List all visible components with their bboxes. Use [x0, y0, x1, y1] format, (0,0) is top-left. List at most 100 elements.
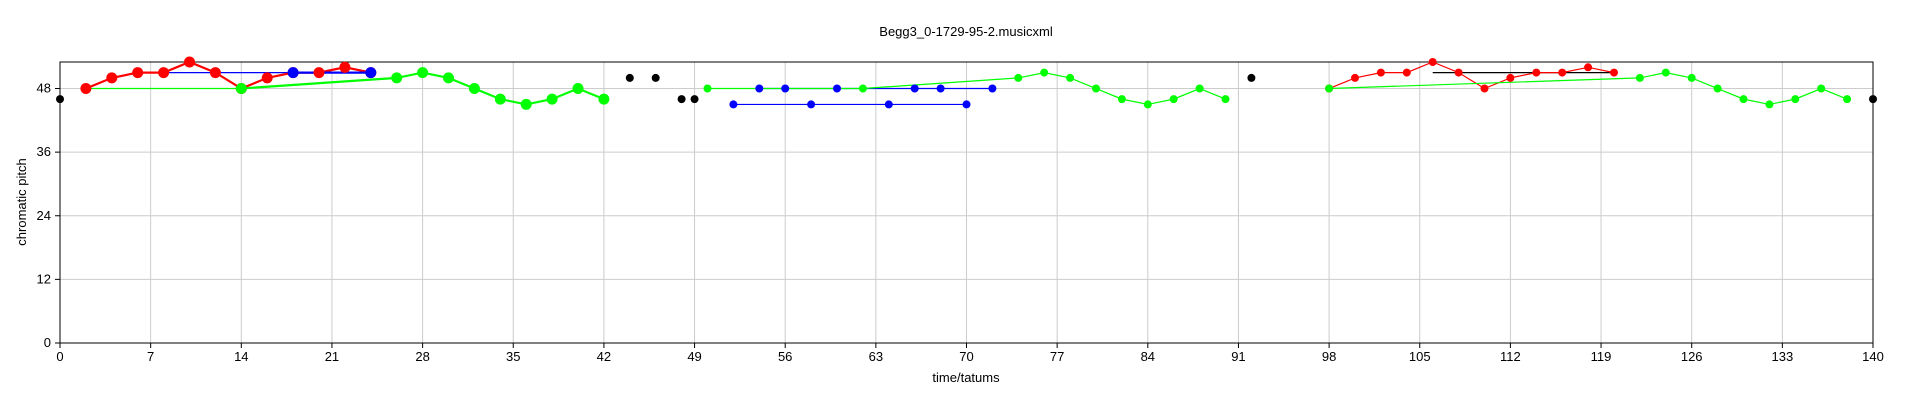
x-tick-label: 77 — [1050, 349, 1064, 364]
x-tick-label: 49 — [687, 349, 701, 364]
x-tick-label: 56 — [778, 349, 792, 364]
black-point — [56, 95, 64, 104]
x-tick-label: 0 — [56, 349, 63, 364]
y-tick-label: 36 — [37, 144, 51, 159]
green-point — [1040, 68, 1049, 77]
black-point — [651, 73, 660, 82]
red-point — [184, 56, 195, 68]
point-layer — [56, 56, 1877, 110]
green-series-line — [1329, 71, 1848, 106]
red-point — [132, 67, 144, 79]
blue-point — [910, 84, 919, 93]
blue-point — [287, 67, 299, 79]
green-point — [443, 72, 454, 84]
red-point — [1558, 68, 1567, 77]
red-point — [313, 67, 325, 79]
red-point — [1454, 68, 1463, 77]
green-point — [598, 93, 610, 105]
x-tick-label: 14 — [234, 349, 248, 364]
x-tick-label: 42 — [597, 349, 611, 364]
red-point — [106, 72, 118, 84]
red-point — [209, 67, 221, 79]
red-point — [1376, 68, 1385, 77]
blue-point — [729, 100, 738, 109]
blue-point — [962, 100, 971, 109]
black-point — [1247, 73, 1256, 82]
x-tick-label: 98 — [1322, 349, 1336, 364]
y-tick-label: 24 — [37, 208, 51, 223]
tick-layer: 0 7 14 21 28 35 42 49 56 63 70 77 84 91 98 105 112 119 126… — [37, 81, 1884, 364]
blue-point — [833, 84, 841, 93]
red-series-line — [85, 60, 372, 90]
chart-title: Begg3_0-1729-95-2.musicxml — [879, 24, 1053, 39]
green-point — [1713, 84, 1722, 93]
x-tick-label: 133 — [1771, 349, 1793, 364]
blue-point — [988, 84, 997, 93]
y-tick-label: 48 — [37, 81, 51, 96]
x-tick-label: 21 — [325, 349, 339, 364]
green-point — [1791, 95, 1800, 104]
red-point — [80, 83, 92, 95]
red-point — [1584, 63, 1593, 72]
green-point — [546, 93, 558, 105]
green-point — [494, 93, 506, 105]
green-point — [1687, 73, 1696, 82]
green-point — [1092, 84, 1100, 93]
green-point — [391, 72, 403, 84]
green-series-line — [241, 71, 605, 106]
red-point — [158, 67, 170, 79]
green-point — [1143, 100, 1152, 109]
x-tick-label: 140 — [1862, 349, 1884, 364]
red-point — [1480, 84, 1489, 93]
x-tick-label: 7 — [147, 349, 154, 364]
red-series-line — [1328, 61, 1615, 90]
x-tick-label: 63 — [869, 349, 883, 364]
green-point — [1014, 73, 1023, 82]
y-axis-label: chromatic pitch — [14, 158, 29, 245]
green-point — [1661, 68, 1670, 77]
green-point — [1066, 73, 1075, 82]
blue-point — [884, 100, 893, 109]
red-point — [1351, 73, 1359, 82]
blue-point — [807, 100, 816, 109]
red-point — [1532, 68, 1541, 77]
green-point — [417, 67, 429, 79]
red-point — [339, 61, 351, 73]
green-point — [1169, 95, 1178, 104]
x-tick-label: 91 — [1231, 349, 1245, 364]
red-point — [1506, 73, 1515, 82]
green-point — [1635, 73, 1644, 82]
blue-point — [936, 84, 945, 93]
x-tick-label: 119 — [1591, 349, 1612, 364]
black-point — [690, 95, 699, 104]
grid-layer — [60, 62, 1873, 343]
black-point — [625, 73, 634, 82]
x-tick-label: 70 — [959, 349, 973, 364]
x-tick-label: 35 — [506, 349, 520, 364]
green-point — [1325, 84, 1334, 93]
x-tick-label: 126 — [1681, 349, 1703, 364]
x-tick-label: 28 — [415, 349, 429, 364]
green-point — [858, 84, 867, 93]
green-point — [1817, 84, 1826, 93]
green-point — [468, 83, 480, 95]
blue-point — [365, 67, 377, 79]
green-point — [1195, 84, 1204, 93]
x-tick-label: 112 — [1500, 349, 1521, 364]
red-point — [1428, 58, 1437, 66]
green-point — [520, 98, 532, 110]
x-tick-label: 84 — [1141, 349, 1155, 364]
red-point — [1402, 68, 1411, 77]
x-tick-label: 105 — [1409, 349, 1431, 364]
green-point — [1221, 95, 1230, 104]
y-tick-label: 0 — [44, 335, 51, 350]
black-point — [677, 95, 686, 104]
blue-point — [755, 84, 764, 93]
green-point — [1117, 95, 1126, 104]
black-point — [1869, 95, 1877, 104]
green-point — [1843, 95, 1852, 104]
y-tick-label: 12 — [37, 271, 51, 286]
green-point — [703, 84, 712, 93]
